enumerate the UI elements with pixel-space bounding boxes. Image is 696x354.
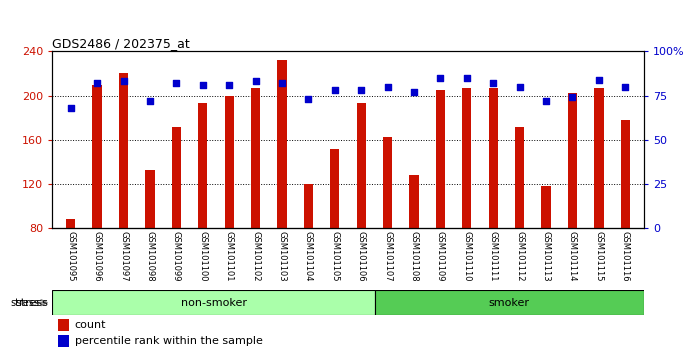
Text: GSM101098: GSM101098 xyxy=(145,232,155,282)
Bar xyxy=(383,137,393,317)
Point xyxy=(223,82,235,88)
Text: stress: stress xyxy=(10,298,40,308)
Text: GSM101102: GSM101102 xyxy=(251,232,260,282)
Bar xyxy=(66,219,75,317)
Bar xyxy=(621,120,630,317)
Bar xyxy=(436,90,445,317)
Text: GSM101110: GSM101110 xyxy=(462,232,471,282)
Text: GSM101108: GSM101108 xyxy=(409,232,418,282)
Text: GSM101097: GSM101097 xyxy=(119,232,128,282)
Point xyxy=(593,77,604,82)
Bar xyxy=(251,88,260,317)
Bar xyxy=(541,186,551,317)
Bar xyxy=(462,88,471,317)
Point xyxy=(461,75,473,81)
Bar xyxy=(93,85,102,317)
Point xyxy=(488,80,499,86)
Point xyxy=(276,80,287,86)
Point xyxy=(92,80,103,86)
Bar xyxy=(356,103,366,317)
Bar xyxy=(58,319,69,331)
Bar xyxy=(52,290,375,315)
Bar xyxy=(594,88,603,317)
Point xyxy=(144,98,155,104)
Point xyxy=(303,96,314,102)
Text: GSM101101: GSM101101 xyxy=(225,232,234,282)
Point xyxy=(356,87,367,93)
Text: GSM101100: GSM101100 xyxy=(198,232,207,282)
Text: GSM101112: GSM101112 xyxy=(515,232,524,282)
Point xyxy=(619,84,631,90)
Point xyxy=(197,82,208,88)
Text: GSM101113: GSM101113 xyxy=(541,232,551,282)
Point xyxy=(435,75,446,81)
Point xyxy=(567,95,578,100)
Point xyxy=(541,98,552,104)
Point xyxy=(382,84,393,90)
Bar xyxy=(375,290,644,315)
Point xyxy=(514,84,525,90)
Text: GSM101114: GSM101114 xyxy=(568,232,577,282)
Text: GSM101105: GSM101105 xyxy=(331,232,339,282)
Text: stress: stress xyxy=(16,298,49,308)
Bar xyxy=(198,103,207,317)
Bar xyxy=(489,88,498,317)
Point xyxy=(250,79,261,84)
Bar xyxy=(568,93,577,317)
Point xyxy=(329,87,340,93)
Text: GSM101107: GSM101107 xyxy=(383,232,392,282)
Bar xyxy=(303,184,313,317)
Point xyxy=(409,89,420,95)
Text: GDS2486 / 202375_at: GDS2486 / 202375_at xyxy=(52,37,190,50)
Text: GSM101109: GSM101109 xyxy=(436,232,445,282)
Text: count: count xyxy=(74,320,106,330)
Bar xyxy=(330,149,340,317)
Point xyxy=(171,80,182,86)
Text: GSM101099: GSM101099 xyxy=(172,232,181,282)
Bar xyxy=(225,96,234,317)
Point xyxy=(118,79,129,84)
Bar xyxy=(409,175,419,317)
Text: GSM101111: GSM101111 xyxy=(489,232,498,282)
Text: GSM101095: GSM101095 xyxy=(66,232,75,282)
Bar xyxy=(119,73,128,317)
Text: GSM101115: GSM101115 xyxy=(594,232,603,282)
Text: smoker: smoker xyxy=(489,298,530,308)
Bar xyxy=(58,335,69,347)
Text: non-smoker: non-smoker xyxy=(180,298,246,308)
Text: percentile rank within the sample: percentile rank within the sample xyxy=(74,336,262,346)
Point xyxy=(65,105,77,111)
Text: GSM101096: GSM101096 xyxy=(93,232,102,282)
Bar xyxy=(515,127,524,317)
Text: GSM101103: GSM101103 xyxy=(278,232,287,282)
Bar xyxy=(145,170,155,317)
Text: GSM101104: GSM101104 xyxy=(304,232,313,282)
Bar xyxy=(277,60,287,317)
Bar xyxy=(172,127,181,317)
Text: GSM101106: GSM101106 xyxy=(357,232,365,282)
Text: GSM101116: GSM101116 xyxy=(621,232,630,282)
